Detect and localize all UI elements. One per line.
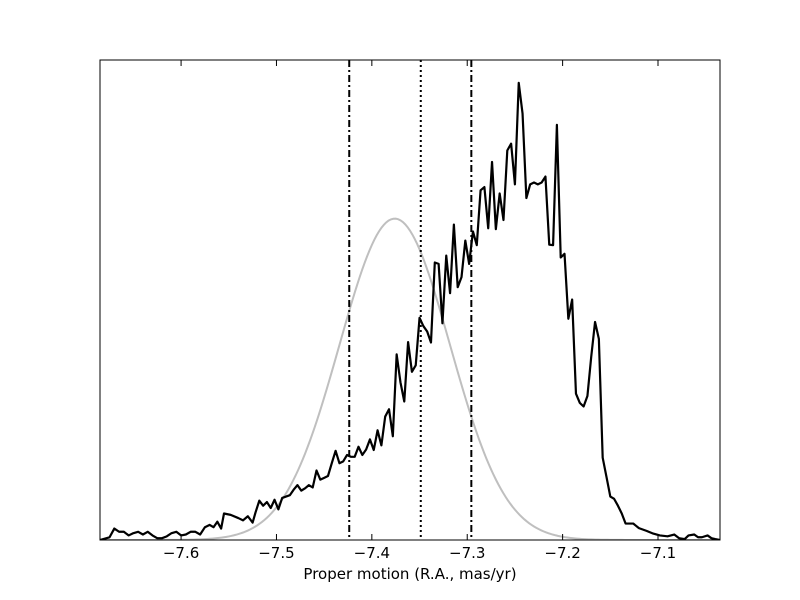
plot-frame [99, 59, 721, 541]
histogram-line [100, 81, 720, 540]
x-tick-label: −7.4 [354, 544, 390, 562]
x-tick-label: −7.2 [544, 544, 580, 562]
x-tick-label: −7.6 [163, 544, 199, 562]
x-axis-label: Proper motion (R.A., mas/yr) [303, 565, 516, 583]
x-tick-label: −7.1 [640, 544, 676, 562]
x-tick-label: −7.5 [258, 544, 294, 562]
x-tick-label: −7.3 [449, 544, 485, 562]
x-axis-ticks: −7.6 −7.5 −7.4 −7.3 −7.2 −7.1 [163, 60, 676, 562]
reference-lines [348, 60, 473, 540]
